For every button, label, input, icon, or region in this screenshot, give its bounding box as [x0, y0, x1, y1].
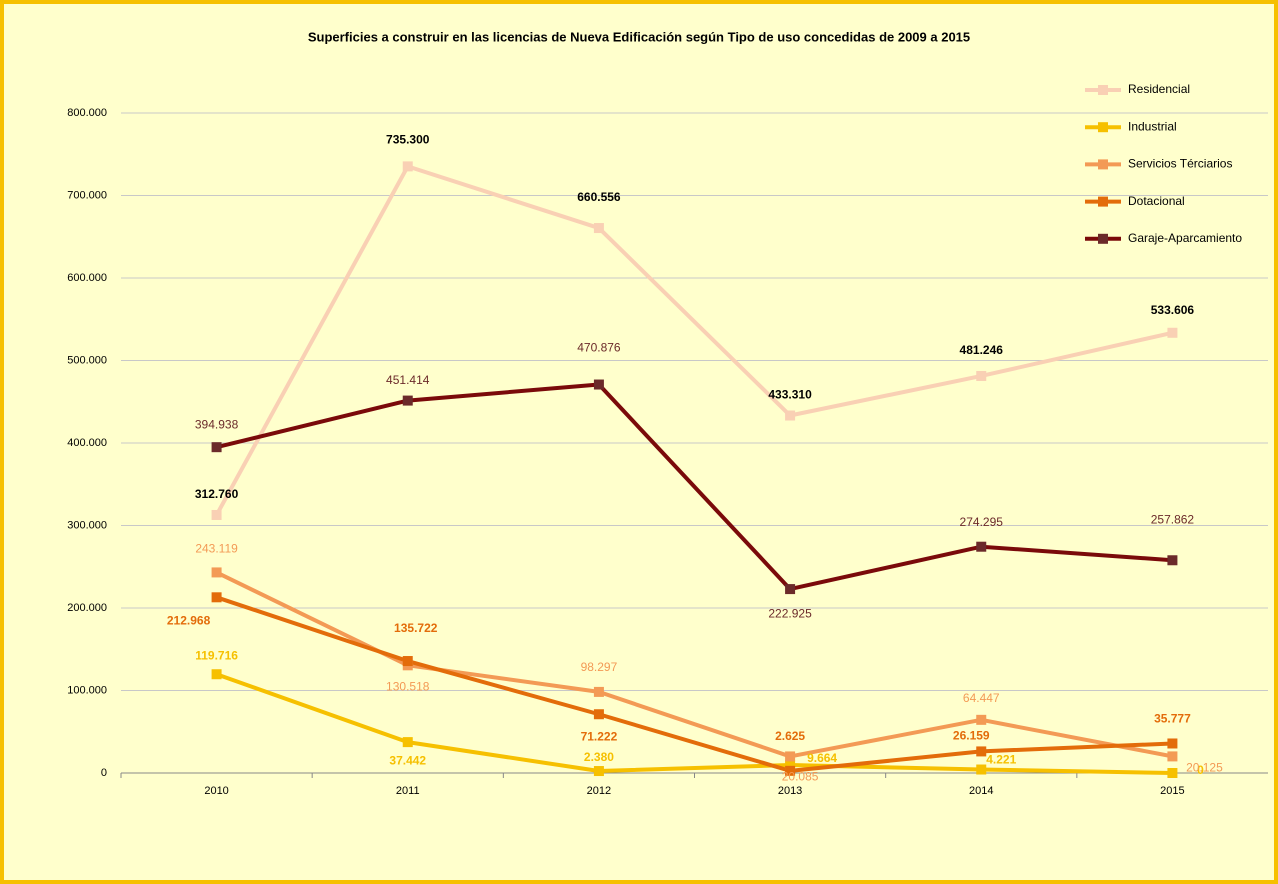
data-label: 2.380 [584, 750, 614, 764]
x-tick-label: 2011 [396, 785, 420, 797]
data-label: 20.125 [1186, 761, 1223, 775]
series-line [215, 595, 1173, 773]
data-point [785, 584, 796, 595]
data-point [211, 592, 222, 603]
chart-title: Superficies a construir en las licencias… [308, 29, 970, 44]
data-label: 0 [1197, 763, 1204, 777]
data-label: 37.442 [389, 753, 426, 767]
data-point [593, 709, 604, 720]
data-label: 98.297 [581, 660, 618, 674]
data-point [976, 714, 987, 725]
data-label: 470.876 [577, 341, 621, 355]
x-tick-label: 2014 [969, 785, 993, 797]
data-point [976, 541, 987, 552]
data-label: 2.625 [775, 729, 805, 743]
data-point [785, 760, 796, 771]
data-point [593, 223, 604, 234]
data-label: 274.295 [960, 515, 1004, 529]
y-tick-label: 100.000 [67, 684, 107, 696]
series-line [216, 382, 1173, 592]
series-line [214, 164, 1173, 516]
data-label: 433.310 [768, 388, 812, 402]
legend-marker [1098, 196, 1108, 207]
y-tick-label: 600.000 [67, 272, 107, 284]
data-label: 533.606 [1151, 303, 1195, 317]
data-label: 71.222 [581, 729, 618, 743]
legend-label: Servicios Térciarios [1128, 157, 1232, 171]
data-point [211, 442, 222, 453]
data-label: 64.447 [963, 691, 1000, 705]
data-point [211, 509, 222, 520]
data-point [1167, 751, 1178, 762]
data-point [593, 379, 604, 390]
data-label: 735.300 [386, 133, 430, 147]
data-label: 135.722 [394, 621, 438, 635]
data-point [976, 746, 987, 757]
data-label: 481.246 [960, 343, 1004, 357]
data-label: 312.760 [195, 487, 239, 501]
series-line [215, 672, 1173, 775]
data-point [976, 370, 987, 381]
data-point [402, 656, 413, 667]
data-label: 257.862 [1151, 512, 1195, 526]
data-label: 394.938 [195, 417, 239, 431]
y-tick-label: 800.000 [67, 107, 107, 119]
legend-marker [1098, 85, 1108, 95]
legend-marker [1098, 159, 1108, 170]
data-point [593, 686, 604, 697]
data-label: 26.159 [953, 729, 990, 743]
data-point [211, 669, 222, 680]
data-label: 212.968 [167, 613, 211, 627]
y-tick-label: 400.000 [67, 437, 107, 449]
data-point [402, 395, 413, 406]
data-label: 222.925 [768, 606, 812, 620]
data-label: 20.085 [782, 770, 819, 784]
data-label: 4.221 [986, 753, 1016, 767]
data-point [785, 751, 796, 762]
data-point [593, 766, 604, 777]
data-label: 660.556 [577, 190, 621, 204]
x-tick-label: 2015 [1160, 785, 1184, 797]
data-point [402, 161, 413, 172]
legend-marker [1098, 233, 1108, 244]
y-tick-label: 700.000 [67, 189, 107, 201]
data-point [976, 764, 987, 775]
data-point [1167, 768, 1178, 778]
data-label: 243.119 [195, 542, 238, 556]
data-point [211, 567, 222, 578]
data-point [1167, 555, 1178, 566]
y-tick-label: 200.000 [67, 602, 107, 614]
legend-label: Dotacional [1128, 194, 1185, 208]
y-tick-label: 500.000 [67, 354, 107, 366]
x-tick-label: 2012 [587, 785, 611, 797]
y-tick-label: 300.000 [67, 519, 107, 531]
data-label: 451.414 [386, 373, 430, 387]
x-tick-label: 2013 [778, 785, 802, 797]
legend-label: Garaje-Aparcamiento [1128, 231, 1242, 245]
x-tick-label: 2010 [204, 785, 228, 797]
data-label: 130.518 [386, 679, 430, 693]
data-point [402, 737, 413, 748]
legend-label: Industrial [1128, 119, 1177, 133]
data-point [785, 765, 796, 776]
data-label: 119.716 [195, 648, 238, 662]
data-label: 9.664 [807, 751, 837, 765]
data-point [785, 410, 796, 421]
data-label: 35.777 [1154, 712, 1191, 726]
data-point [1167, 738, 1178, 749]
legend-marker [1098, 122, 1108, 133]
data-point [1167, 327, 1178, 338]
legend-label: Residencial [1128, 82, 1190, 96]
y-tick-label: 0 [101, 767, 107, 779]
